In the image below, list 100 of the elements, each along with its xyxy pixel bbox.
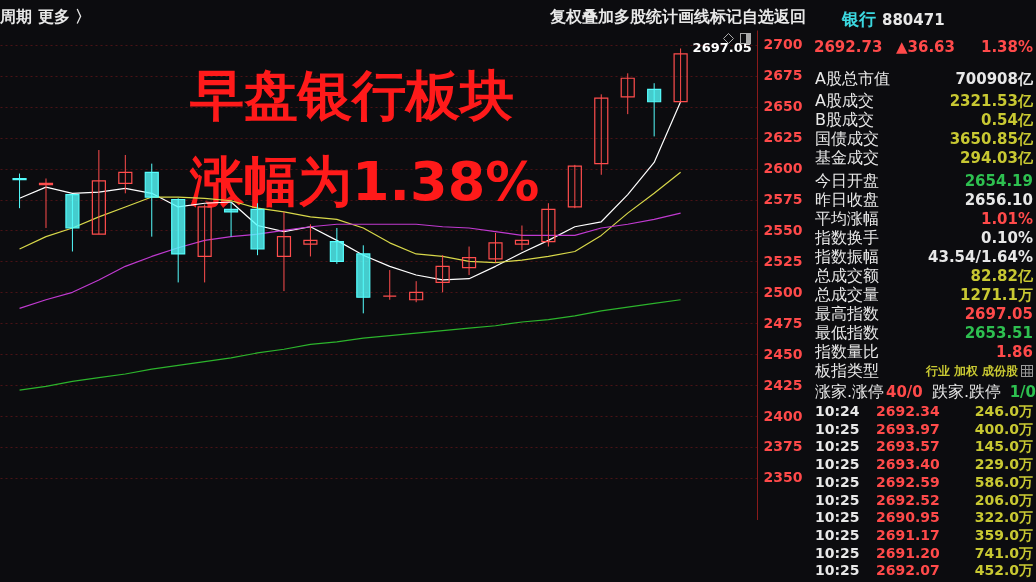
- y-tick-label: 2400: [763, 407, 803, 424]
- annotation: 早盘银行板块: [189, 64, 514, 127]
- text: 2692.07: [876, 561, 940, 581]
- line-series: [18, 299, 682, 391]
- text: 指数换手: [815, 228, 879, 248]
- y-tick-label: 2525: [763, 252, 803, 269]
- y-tick-label: 2475: [763, 314, 803, 331]
- text: 3650.85亿: [949, 129, 1033, 149]
- y-tick-label: 2675: [763, 67, 803, 84]
- text: 10:25: [815, 525, 860, 545]
- text: 1.38%: [980, 37, 1033, 57]
- text: 0.54亿: [980, 110, 1033, 130]
- text: 2656.10: [964, 190, 1033, 210]
- candlestick: [12, 173, 27, 209]
- text: 10:25: [815, 472, 860, 492]
- text: 国债成交: [815, 129, 879, 149]
- candlestick: [514, 225, 530, 251]
- candlestick: [382, 269, 397, 301]
- text: 0.10%: [980, 228, 1033, 248]
- text: 10:25: [815, 455, 860, 475]
- text: 2693.57: [876, 437, 940, 457]
- text: 2692.52: [876, 490, 940, 510]
- text: 1.01%: [980, 209, 1033, 229]
- text: 2692.34: [876, 402, 940, 421]
- y-tick-label: 2450: [763, 345, 803, 362]
- candlestick: [461, 246, 477, 276]
- line-series: [18, 212, 682, 310]
- text: 586.0万: [974, 472, 1033, 492]
- candlestick: [488, 232, 503, 264]
- candlestick: [91, 149, 106, 235]
- candlestick: [409, 280, 424, 303]
- candlestick: [118, 154, 133, 194]
- y-tick-label: 2700: [763, 36, 803, 53]
- text: 最低指数: [815, 323, 879, 343]
- text: 741.0万: [974, 543, 1033, 563]
- text: 2697.05: [964, 304, 1033, 324]
- text: 最高指数: [815, 304, 879, 324]
- text: 2692.59: [876, 472, 940, 492]
- candlestick: [276, 211, 292, 292]
- text: 总成交量: [815, 285, 879, 305]
- text: 2321.53亿: [949, 91, 1033, 111]
- text: 指数振幅: [815, 247, 879, 267]
- text: 银行: [842, 9, 876, 29]
- text: 昨日收盘: [815, 190, 879, 210]
- candlestick: [647, 82, 662, 137]
- text: 10:25: [815, 490, 860, 510]
- text: 82.82亿: [970, 266, 1033, 286]
- text: 10:25: [815, 561, 860, 581]
- text: 1.86: [995, 342, 1033, 362]
- text: 10:25: [815, 437, 860, 457]
- text: 10:25: [815, 508, 860, 528]
- annotation: 2697.05: [692, 40, 752, 56]
- candlestick: [303, 223, 318, 257]
- text: 行业 加权 成份股: [925, 363, 1018, 380]
- text: 880471: [882, 10, 945, 30]
- text: 2693.40: [876, 455, 940, 475]
- text: 平均涨幅: [815, 209, 879, 229]
- text: ▲36.63: [896, 37, 955, 57]
- text: 2691.17: [876, 525, 940, 545]
- text: B股成交: [815, 110, 874, 130]
- text: 周期 更多 〉: [0, 7, 92, 27]
- text: 145.0万: [974, 437, 1033, 457]
- candlestick: [567, 164, 582, 209]
- text: 452.0万: [974, 561, 1033, 581]
- annotation: 涨幅为1.38%: [189, 150, 540, 213]
- text: 322.0万: [974, 508, 1033, 528]
- candlestick: [38, 177, 54, 229]
- y-tick-label: 2625: [763, 129, 803, 146]
- text: 294.03亿: [960, 148, 1033, 168]
- y-tick-label: 2500: [763, 283, 803, 300]
- text: 700908亿: [955, 69, 1033, 89]
- text: 229.0万: [974, 455, 1033, 475]
- y-tick-label: 2550: [763, 221, 803, 238]
- text: 今日开盘: [815, 171, 879, 191]
- y-tick-label: 2600: [763, 160, 803, 177]
- text: A股总市值: [815, 69, 890, 89]
- candlestick: [329, 227, 344, 265]
- candlestick: [673, 48, 688, 103]
- candlestick: [620, 72, 635, 115]
- y-tick-label: 2350: [763, 469, 803, 486]
- text: 板指类型: [815, 361, 879, 381]
- text: 43.54/1.64%: [928, 247, 1033, 267]
- y-tick-label: 2425: [763, 376, 803, 393]
- text: 40/0: [886, 382, 923, 402]
- y-tick-label: 2575: [763, 191, 803, 208]
- text: 400.0万: [974, 419, 1033, 439]
- text: 246.0万: [974, 402, 1033, 421]
- candlestick: [594, 93, 609, 176]
- text: 10:24: [815, 402, 860, 421]
- text: 涨家.涨停: [815, 382, 885, 402]
- text: 206.0万: [974, 490, 1033, 510]
- text: 跌家.跌停: [932, 382, 1002, 402]
- text: 2692.73: [814, 37, 883, 57]
- text: 2690.95: [876, 508, 940, 528]
- text: 2691.20: [876, 543, 940, 563]
- text: 指数量比: [815, 342, 879, 362]
- candlestick: [435, 254, 450, 293]
- text: A股成交: [815, 91, 874, 111]
- y-tick-label: 2375: [763, 438, 803, 455]
- text: 10:25: [815, 543, 860, 563]
